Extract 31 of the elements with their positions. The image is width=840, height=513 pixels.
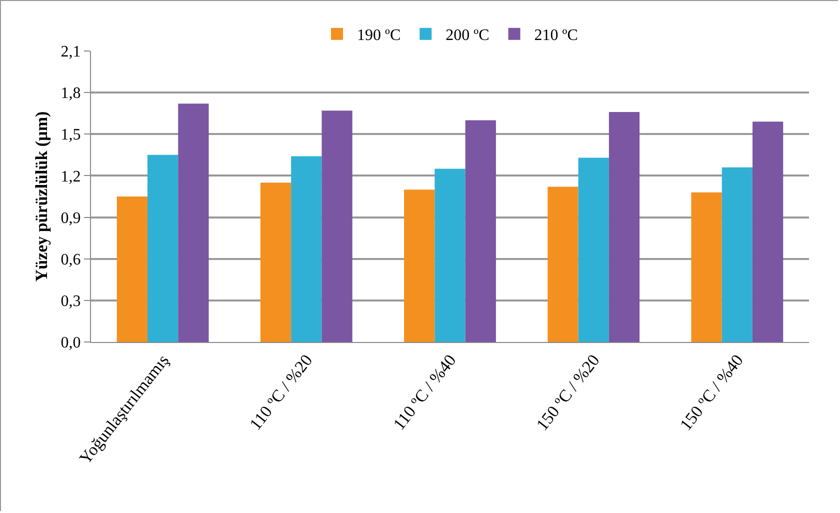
x-tick-label: 110 ºC / %40 bbox=[389, 350, 460, 434]
y-tick-label: 0,9 bbox=[60, 210, 81, 227]
x-tick-label: 110 ºC / %20 bbox=[246, 350, 316, 434]
x-tick-label: 150 ºC / %40 bbox=[676, 350, 748, 434]
bar bbox=[291, 156, 322, 342]
bar bbox=[178, 104, 209, 342]
bar bbox=[322, 110, 352, 342]
bar bbox=[404, 190, 435, 342]
y-tick-label: 1,5 bbox=[60, 126, 81, 144]
y-tick-label: 0,6 bbox=[60, 251, 81, 268]
bar bbox=[722, 167, 753, 342]
y-tick-label: 1,2 bbox=[60, 168, 81, 186]
bar bbox=[578, 158, 609, 342]
y-tick-label: 0,3 bbox=[60, 293, 81, 310]
y-axis-title: Yüzey pürüzlülük (µm) bbox=[32, 111, 51, 282]
bar bbox=[434, 168, 466, 342]
bar bbox=[691, 192, 722, 342]
bar bbox=[116, 196, 148, 342]
bar bbox=[752, 122, 784, 342]
bar bbox=[465, 120, 496, 342]
bar bbox=[260, 182, 292, 342]
y-tick-label: 1,8 bbox=[60, 85, 81, 102]
y-tick-label: 0,0 bbox=[60, 334, 81, 352]
legend-label: 210 ºC bbox=[534, 27, 578, 44]
bar bbox=[608, 112, 640, 342]
y-tick-label: 2,1 bbox=[60, 44, 81, 61]
legend-label: 200 ºC bbox=[446, 27, 490, 44]
bar bbox=[548, 186, 578, 342]
bar bbox=[147, 154, 178, 342]
x-tick-label: 150 ºC / %20 bbox=[532, 350, 604, 434]
legend-label: 190 ºC bbox=[357, 27, 401, 44]
